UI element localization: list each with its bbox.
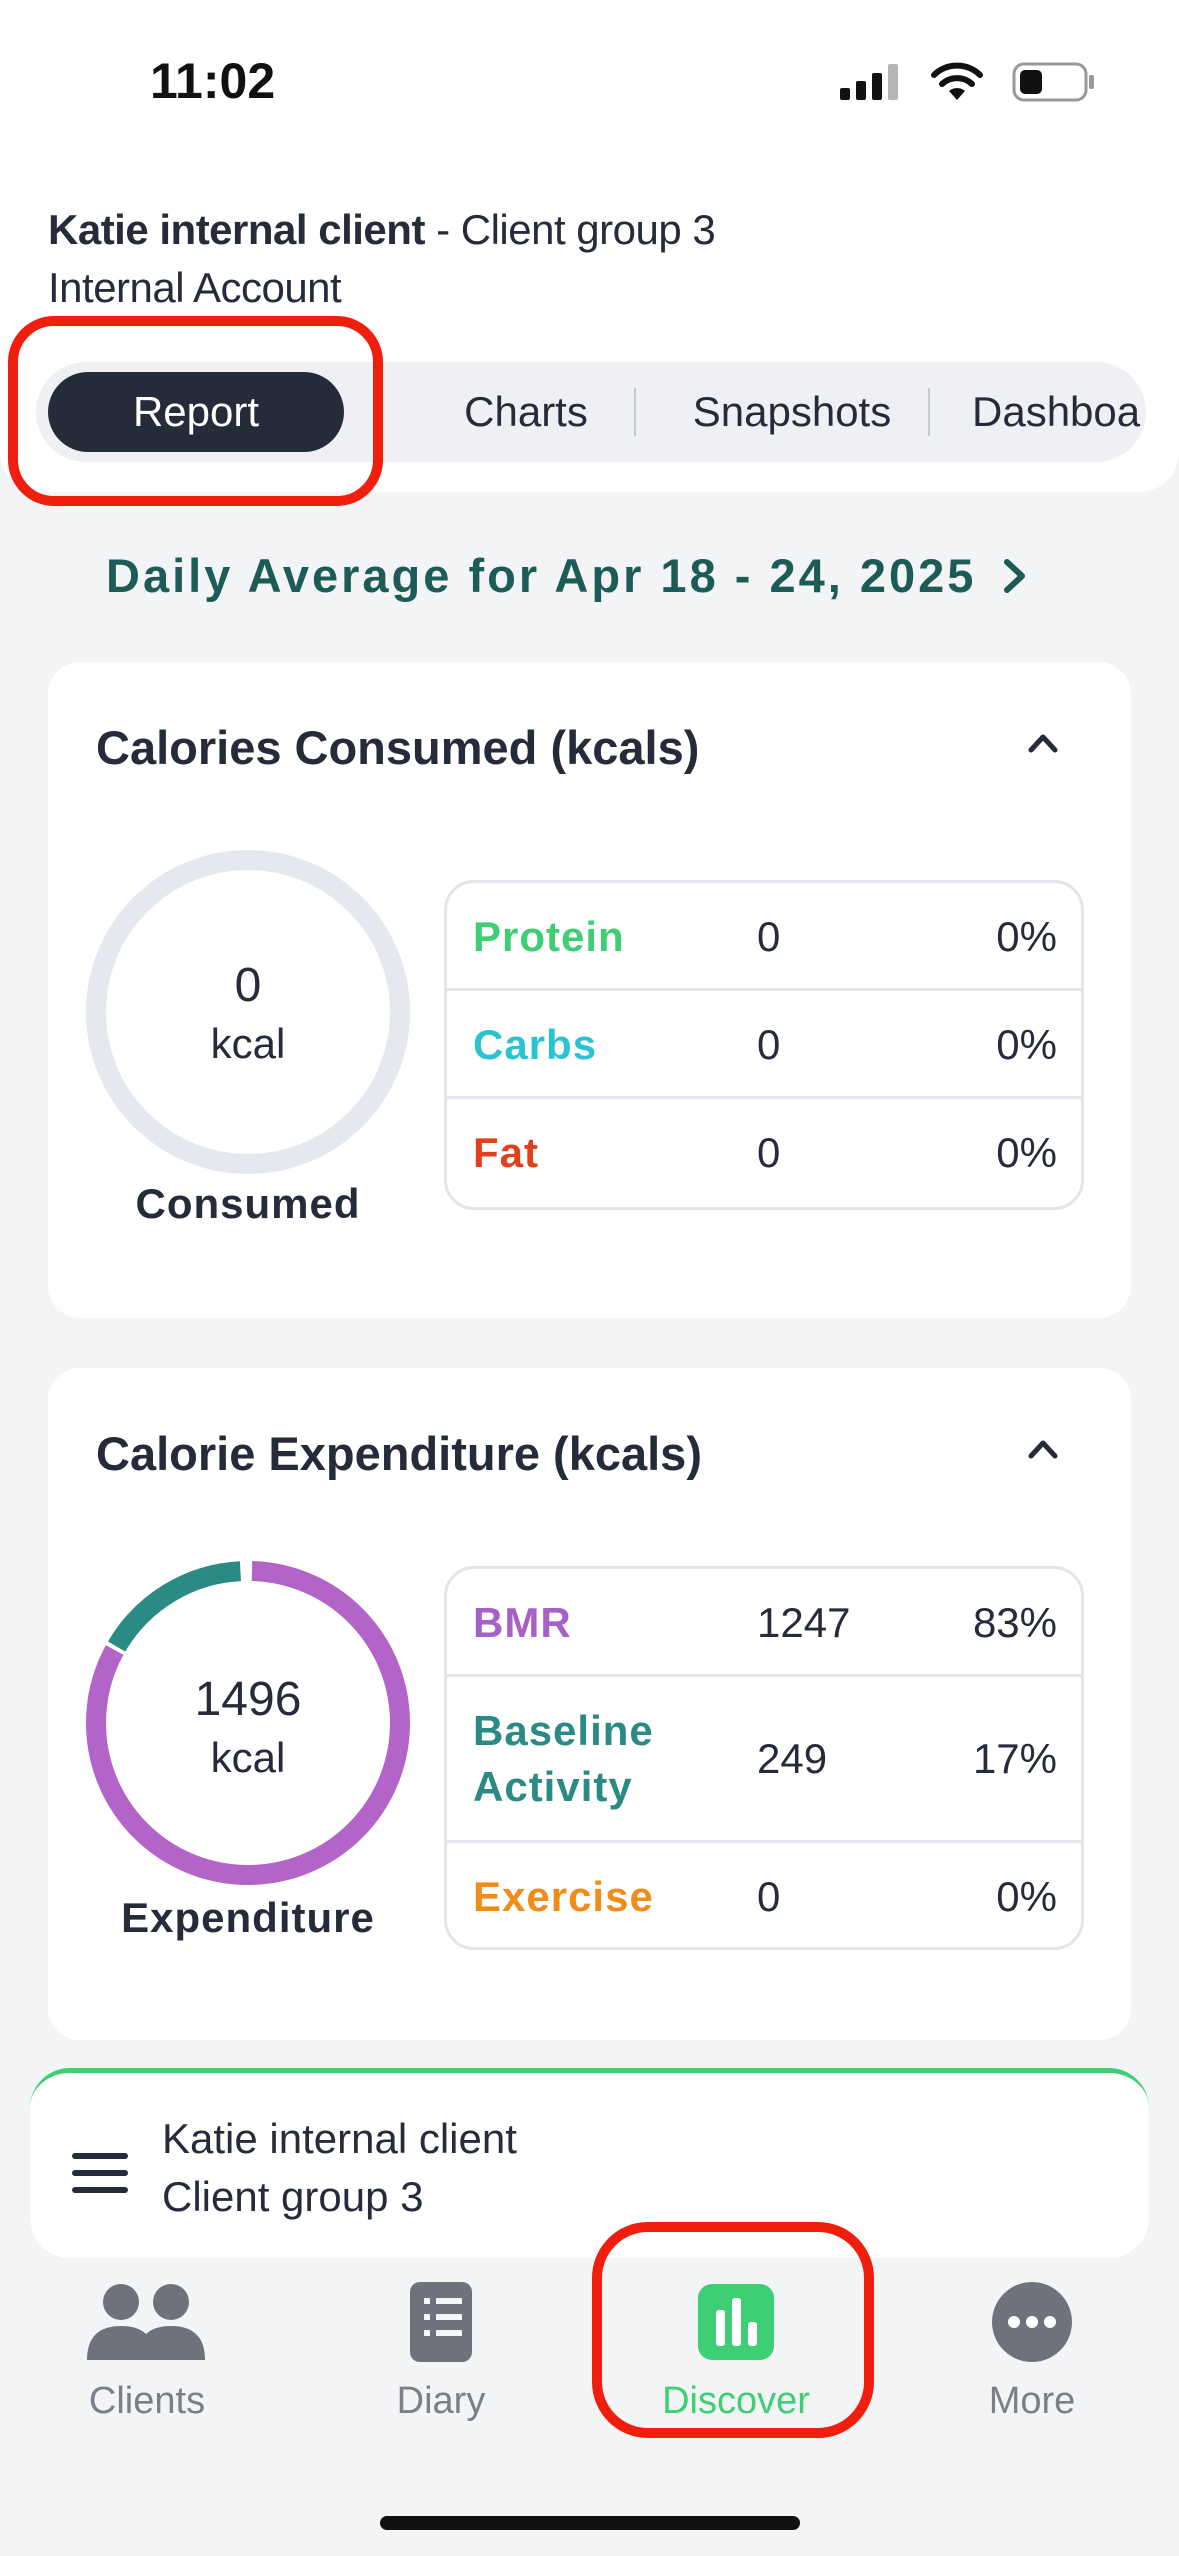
expenditure-value-cell: 249 [757, 1735, 828, 1782]
tab-divider [928, 388, 930, 436]
client-bar-name: Katie internal client [162, 2115, 517, 2162]
expenditure-caption: Expenditure [121, 1894, 375, 1941]
expenditure-name: BMR [473, 1599, 572, 1646]
diary-icon [410, 2282, 472, 2362]
collapse-chevron-icon[interactable] [1026, 1432, 1060, 1466]
nav-diary[interactable] [321, 2280, 561, 2369]
calories-consumed-card: Calories Consumed (kcals) 0 kcal Consume… [48, 662, 1131, 1318]
discover-icon [698, 2284, 774, 2360]
consumed-value: 0 [234, 959, 262, 1012]
expenditure-value-cell: 1247 [757, 1599, 851, 1646]
more-icon [992, 2282, 1072, 2362]
macro-name: Protein [473, 913, 625, 960]
expenditure-percent: 0% [996, 1873, 1057, 1920]
macro-name: Carbs [473, 1021, 598, 1068]
expenditure-name: Exercise [473, 1873, 654, 1920]
expenditure-percent: 83% [972, 1599, 1057, 1646]
collapse-chevron-icon[interactable] [1026, 726, 1060, 760]
signal-icon [840, 64, 898, 100]
account-type: Internal Account [48, 264, 342, 311]
calorie-expenditure-card: Calorie Expenditure (kcals) 1496 kcal Ex… [48, 1368, 1131, 2040]
client-bar-group: Client group 3 [162, 2173, 424, 2220]
client-header: Katie internal client - Client group 3 [48, 206, 716, 254]
nav-more-label: More [988, 2380, 1076, 2422]
wifi-icon [931, 62, 983, 100]
clients-icon [87, 2284, 205, 2360]
client-name: Katie internal client [48, 206, 425, 253]
client-selector-bar[interactable]: Katie internal client Client group 3 [30, 2068, 1149, 2258]
macro-percent: 0% [996, 913, 1057, 960]
table-row: Exercise 0 0% [447, 1843, 1081, 1947]
expenditure-ring [86, 1561, 410, 1885]
macro-value: 0 [757, 1021, 781, 1068]
consumed-caption: Consumed [135, 1180, 361, 1227]
expenditure-name: Baseline Activity [473, 1707, 654, 1810]
macro-name: Fat [473, 1129, 539, 1176]
nav-clients[interactable] [27, 2280, 267, 2369]
tab-snapshots[interactable]: Snapshots [692, 388, 892, 435]
home-indicator [380, 2516, 800, 2530]
battery-icon [1012, 62, 1094, 102]
macro-value: 0 [757, 913, 781, 960]
chevron-right-icon [1004, 558, 1026, 593]
client-group: - Client group 3 [424, 206, 716, 253]
table-row: Baseline Activity 249 17% [447, 1677, 1081, 1843]
table-row: Carbs 0 0% [447, 991, 1081, 1099]
date-range-label: Daily Average for Apr 18 - 24, 2025 [106, 549, 977, 602]
macro-table: Protein 0 0% Carbs 0 0% Fat 0 0% [444, 880, 1084, 1210]
table-row: BMR 1247 83% [447, 1569, 1081, 1677]
expenditure-unit: kcal [210, 1734, 286, 1781]
nav-discover[interactable] [616, 2280, 856, 2369]
status-icons [840, 62, 1096, 102]
hamburger-menu-icon[interactable] [72, 2153, 128, 2204]
tab-divider [634, 388, 636, 436]
expenditure-value-cell: 0 [757, 1873, 781, 1920]
tab-charts[interactable]: Charts [464, 388, 588, 435]
macro-percent: 0% [996, 1021, 1057, 1068]
consumed-ring [86, 850, 410, 1174]
nav-clients-label: Clients [88, 2380, 206, 2422]
table-row: Fat 0 0% [447, 1099, 1081, 1207]
tab-report[interactable]: Report [48, 372, 344, 452]
table-row: Protein 0 0% [447, 883, 1081, 991]
nav-diary-label: Diary [396, 2380, 486, 2422]
nav-more[interactable] [912, 2280, 1152, 2369]
date-range-selector[interactable]: Daily Average for Apr 18 - 24, 2025 [106, 548, 1028, 603]
tab-bar: Report Charts Snapshots Dashboa [36, 362, 1146, 462]
expenditure-value: 1496 [194, 1673, 302, 1726]
macro-percent: 0% [996, 1129, 1057, 1176]
card-title: Calories Consumed (kcals) [96, 721, 700, 774]
macro-value: 0 [757, 1129, 781, 1176]
nav-discover-label: Discover [662, 2380, 810, 2422]
expenditure-percent: 17% [972, 1735, 1057, 1782]
tab-dashboard[interactable]: Dashboa [972, 388, 1141, 435]
consumed-unit: kcal [210, 1020, 286, 1067]
card-title: Calorie Expenditure (kcals) [96, 1427, 702, 1480]
discover-highlight [592, 2222, 874, 2438]
report-tab-highlight [8, 316, 383, 506]
status-time: 11:02 [150, 53, 276, 109]
expenditure-table: BMR 1247 83% Baseline Activity 249 17% E… [444, 1566, 1084, 1950]
